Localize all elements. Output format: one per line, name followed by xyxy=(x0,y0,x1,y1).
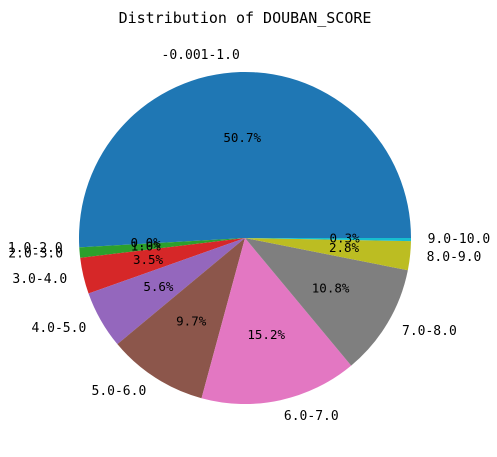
slice-label-4-0-5-0: 4.0-5.0 xyxy=(32,321,87,336)
slice-percent-3-0-4-0: 3.5% xyxy=(133,252,164,267)
pie-slice-0-001-1-0 xyxy=(78,71,411,248)
slice-percent-1-0-2-0: 0.0% xyxy=(131,235,162,250)
slice-percent-2-0-3-0: 1.0% xyxy=(131,238,162,253)
category-labels: -0.001-1.0 1.0-2.02.0-3.0 3.0-4.0 4.0-5.0 5.… xyxy=(8,48,490,424)
slice-label-5-0-6-0: 5.0-6.0 xyxy=(92,384,147,399)
slice-percent-4-0-5-0: 5.6% xyxy=(143,279,174,294)
slice-label-2-0-3-0: 2.0-3.0 xyxy=(8,247,63,262)
slice-percent-9-0-10-0: 0.3% xyxy=(330,230,361,245)
pie-slice-2-0-3-0 xyxy=(79,238,246,258)
pie-slice-4-0-5-0 xyxy=(88,238,245,345)
slice-percent-0-001-1-0: 50.7% xyxy=(223,130,261,145)
pie-slices xyxy=(78,71,411,405)
slice-label-9-0-10-0: 9.0-10.0 xyxy=(428,232,491,247)
percentage-labels: 50.7% 0.0%1.0%3.5% 5.6% 9.7% 15.2% 10.8% 2.8%0… xyxy=(131,130,361,342)
pie-slice-6-0-7-0 xyxy=(201,238,352,405)
slice-label-7-0-8-0: 7.0-8.0 xyxy=(402,324,457,339)
pie-slice-3-0-4-0 xyxy=(80,238,245,294)
pie-slice-5-0-6-0 xyxy=(117,238,245,399)
slice-label-3-0-4-0: 3.0-4.0 xyxy=(12,272,67,287)
slice-percent-6-0-7-0: 15.2% xyxy=(247,327,285,342)
slice-percent-5-0-6-0: 9.7% xyxy=(176,313,207,328)
slice-percent-8-0-9-0: 2.8% xyxy=(329,240,360,255)
slice-label-6-0-7-0: 6.0-7.0 xyxy=(284,409,339,424)
slice-label-8-0-9-0: 8.0-9.0 xyxy=(427,250,482,265)
pie-slice-8-0-9-0 xyxy=(245,238,411,271)
chart-title: Distribution of DOUBAN_SCORE xyxy=(119,9,372,27)
slice-percent-7-0-8-0: 10.8% xyxy=(312,280,350,295)
pie-slice-7-0-8-0 xyxy=(245,238,408,366)
slice-label-1-0-2-0: 1.0-2.0 xyxy=(8,241,63,256)
slice-label-0-001-1-0: -0.001-1.0 xyxy=(162,48,240,63)
pie-slice-9-0-10-0 xyxy=(245,238,411,242)
